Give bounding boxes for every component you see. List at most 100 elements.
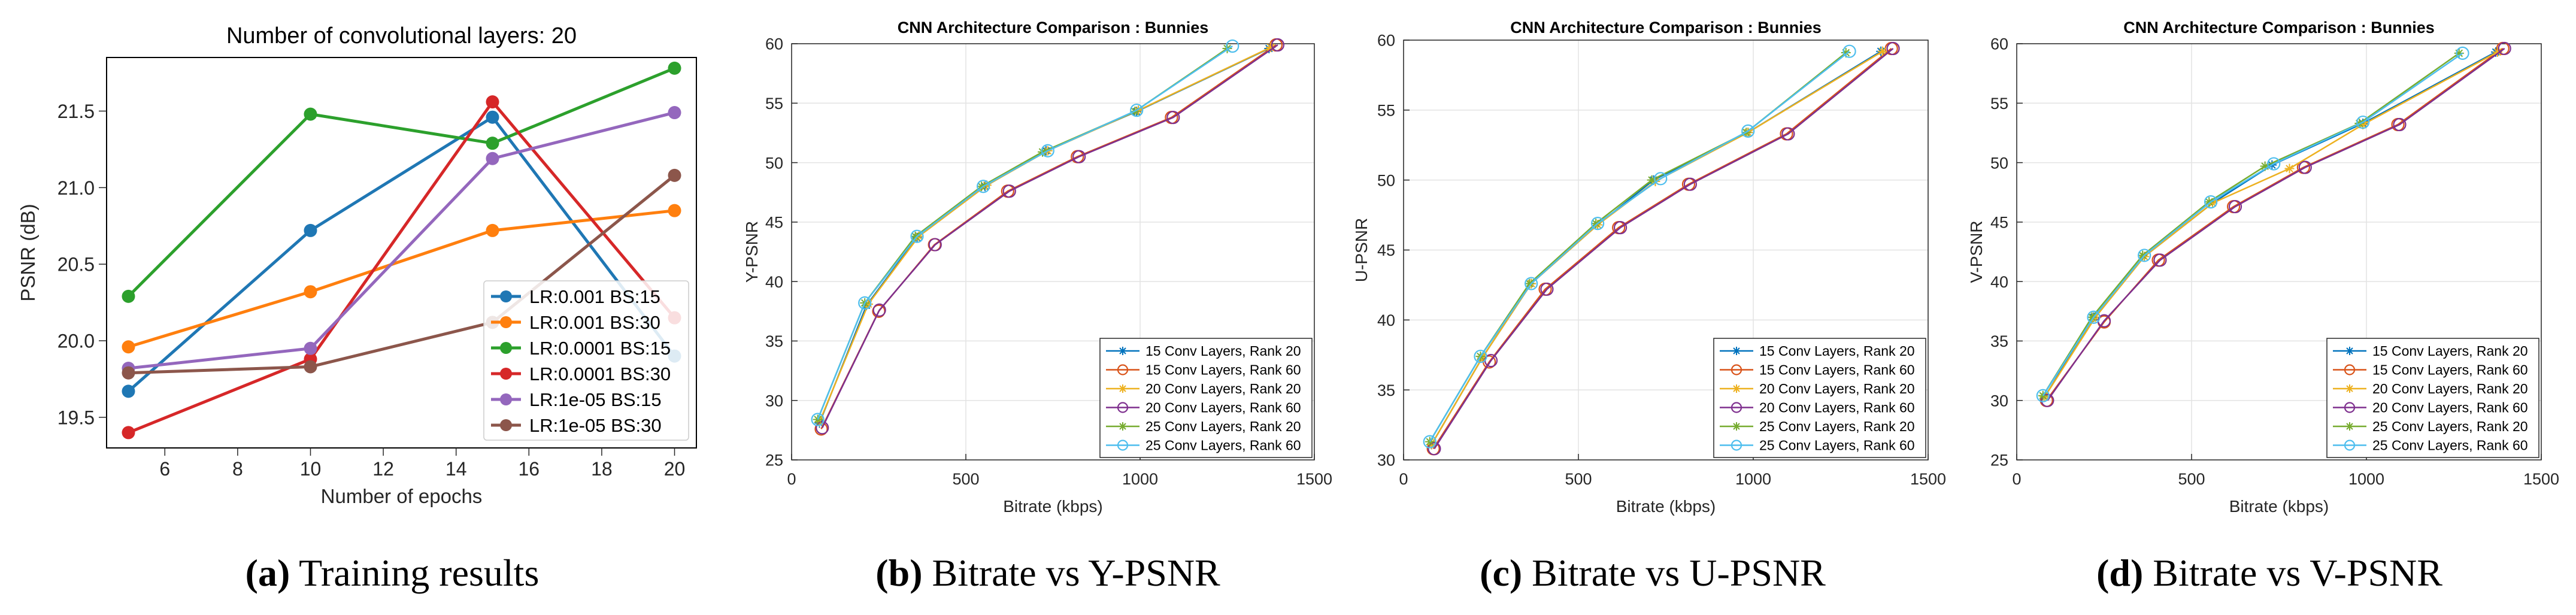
legend-swatch-marker [500,419,512,431]
x-tick-label: 500 [952,470,979,488]
plot-frame [791,43,1315,461]
marker-stroke [1525,280,1534,287]
y-tick-label: 30 [1990,392,2008,410]
y-tick-label: 30 [765,392,783,410]
data-point [1613,221,1628,235]
legend-swatch-marker [1119,384,1127,393]
legend-label: 20 Conv Layers, Rank 60 [1759,400,1915,416]
legend-label: 25 Conv Layers, Rank 20 [1145,419,1301,434]
data-point [1525,277,1538,290]
legend-swatch-marker [1731,364,1742,375]
data-point [668,168,681,182]
marker-stroke [2286,165,2293,172]
data-point [1130,104,1144,117]
data-point [2267,157,2281,171]
marker-stroke [1592,219,1600,228]
series-line [128,209,675,349]
legend-label: 20 Conv Layers, Rank 60 [1145,400,1301,416]
legend-swatch-marker [1117,440,1129,451]
marker-stroke [2346,385,2353,392]
data-point [976,180,990,193]
data-point [1428,442,1441,456]
subfigure-caption: (a) Training results [246,552,540,594]
data-point [2204,195,2218,209]
series-line [822,44,1278,428]
data-point [2153,253,2167,267]
data-point [1683,177,1697,191]
data-point [2138,249,2151,262]
data-point [2393,117,2407,132]
legend-swatch-marker [500,290,512,302]
marker-stroke [2088,313,2096,322]
legend-swatch-marker [1731,402,1742,413]
x-tick-label: 12 [372,458,394,480]
y-tick-label: 55 [1990,95,2008,113]
x-tick-label: 500 [2178,470,2205,488]
y-tick-label: 55 [1377,102,1395,120]
series-line [1434,48,1894,449]
y-tick-label: 60 [765,35,783,53]
legend: 15 Conv Layers, Rank 20 15 Conv Layers, R… [2326,338,2539,458]
chart-panel-1: 6 8 10 12 14 16 18 20 19.5 20.0 20.5 21.0 21.5 Number… [17,23,697,507]
y-tick-label: 50 [1377,171,1395,189]
legend-label: 15 Conv Layers, Rank 20 [1145,343,1301,359]
data-point [2087,310,2101,324]
x-tick-label: 16 [519,458,540,480]
x-tick-label: 0 [2012,470,2021,488]
x-tick-label: 0 [1399,470,1408,488]
legend-box [483,280,689,441]
y-tick-label: 45 [1377,241,1395,259]
legend-label: LR:0.0001 BS:15 [529,338,671,359]
data-point [304,341,317,355]
y-tick-label: 40 [1990,273,2008,291]
caption-text: Bitrate vs V-PSNR [2143,552,2442,594]
caption-letter: (c) [1480,552,1522,594]
data-point [1842,44,1856,58]
legend-swatch-marker [500,342,512,354]
series-line [1429,50,1850,443]
y-tick-label: 45 [765,214,783,232]
y-axis-label: V-PSNR [1967,220,1986,283]
data-point [122,366,135,380]
caption-text: Bitrate vs U-PSNR [1522,552,1826,594]
series-1 [122,110,681,398]
series-2 [122,204,681,354]
x-tick-label: 8 [232,458,243,480]
x-tick-label: 1500 [1910,470,1946,488]
legend-swatch-marker [1732,347,1741,355]
legend-box [1713,338,1926,458]
data-point [2228,199,2242,214]
caption-letter: (d) [2096,552,2143,594]
series-line [2042,52,2463,396]
data-point [486,152,499,165]
legend-label: 15 Conv Layers, Rank 60 [1759,362,1915,378]
legend-label: 25 Conv Layers, Rank 20 [2372,419,2528,434]
data-point [2284,163,2295,174]
y-tick-label: 30 [1377,452,1395,469]
y-tick-label: 35 [1377,381,1395,399]
legend-swatch-marker [1117,402,1129,413]
y-axis-label: PSNR (dB) [17,204,39,301]
x-tick-label: 1500 [1296,470,1332,488]
y-tick-label: 21.5 [57,101,95,122]
data-point [486,110,499,124]
legend-swatch-marker [2344,402,2356,413]
y-tick-label: 20.0 [57,331,95,352]
series-line [128,100,676,434]
y-tick-label: 40 [765,273,783,291]
legend-box [1099,338,1313,458]
x-tick-label: 1500 [2523,470,2559,488]
marker-stroke [2359,120,2367,129]
series-6 [2036,46,2469,402]
marker-stroke [1733,385,1740,392]
x-tick-label: 1000 [1122,470,1158,488]
y-tick-label: 25 [765,452,783,469]
plot-frame [106,57,697,449]
data-point [304,285,317,299]
legend-label: LR:0.0001 BS:30 [529,363,671,384]
legend-box [2326,338,2539,458]
data-point [1886,41,1900,56]
data-point [1474,349,1487,363]
chart-title: Number of convolutional layers: 20 [226,23,577,49]
legend-swatch-marker [500,368,512,380]
